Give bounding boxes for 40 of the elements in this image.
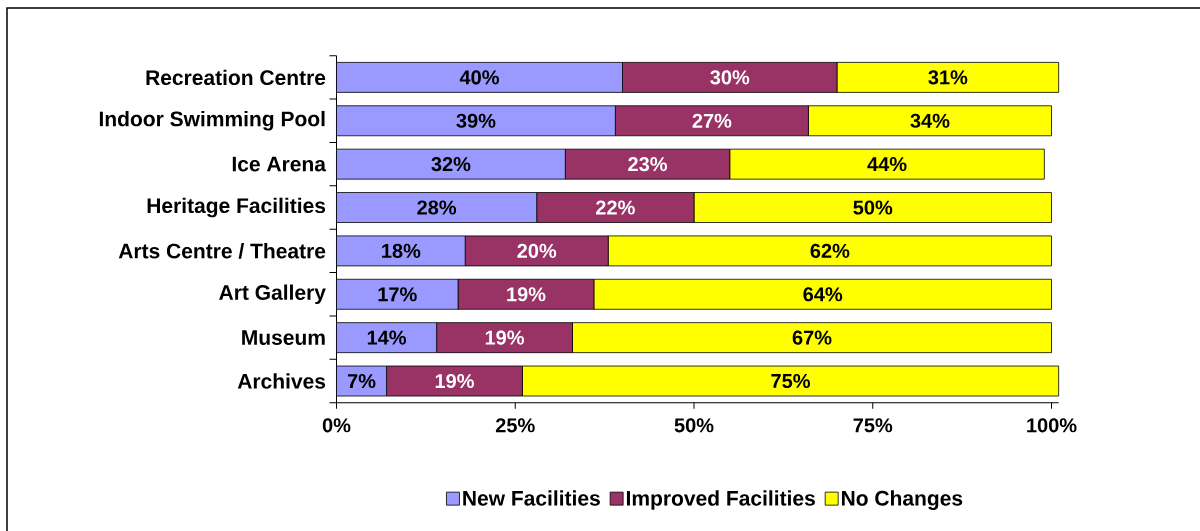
data-label: 14%: [367, 330, 407, 345]
x-tick-label: 75%: [853, 418, 893, 433]
y-tick-label: Arts Centre / Theatre: [118, 243, 326, 259]
x-tick-label: 100%: [1027, 418, 1077, 433]
data-label: 18%: [382, 243, 421, 258]
data-label: 31%: [928, 70, 968, 85]
data-label: 23%: [628, 157, 668, 172]
data-label: 50%: [853, 200, 893, 215]
y-tick-label: Ice Arena: [232, 156, 327, 172]
data-label: 34%: [910, 113, 950, 128]
data-label: 7%: [347, 373, 376, 389]
data-label: 44%: [867, 157, 907, 172]
y-tick-label: Recreation Centre: [146, 69, 326, 86]
legend-label: Improved Facilities: [626, 490, 815, 510]
y-tick-label: Heritage Facilities: [147, 197, 326, 218]
data-label: 64%: [803, 287, 843, 302]
legend-label: No Changes: [841, 490, 963, 510]
data-label: 39%: [456, 113, 496, 128]
data-label: 19%: [485, 330, 525, 345]
data-label: 30%: [710, 70, 750, 85]
x-tick-label: 0%: [322, 418, 351, 433]
data-label: 62%: [810, 243, 850, 258]
data-label: 22%: [596, 200, 635, 215]
x-tick-label: 50%: [674, 418, 714, 433]
data-label: 32%: [431, 157, 471, 172]
x-tick-label: 25%: [495, 418, 535, 433]
data-label: 19%: [507, 287, 546, 302]
data-label: 27%: [692, 113, 732, 128]
data-label: 19%: [435, 373, 474, 389]
y-tick-label: Museum: [242, 330, 325, 345]
legend-label: New Facilities: [463, 490, 600, 506]
data-label: 75%: [771, 373, 811, 389]
data-label: 20%: [517, 243, 557, 258]
data-label: 67%: [792, 330, 832, 345]
y-tick-label: Indoor Swimming Pool: [99, 110, 325, 131]
data-label: 28%: [417, 200, 457, 215]
y-tick-label: Art Gallery: [219, 284, 326, 305]
data-label: 40%: [459, 70, 499, 85]
y-tick-label: Archives: [237, 373, 326, 389]
data-label: 17%: [378, 287, 417, 302]
